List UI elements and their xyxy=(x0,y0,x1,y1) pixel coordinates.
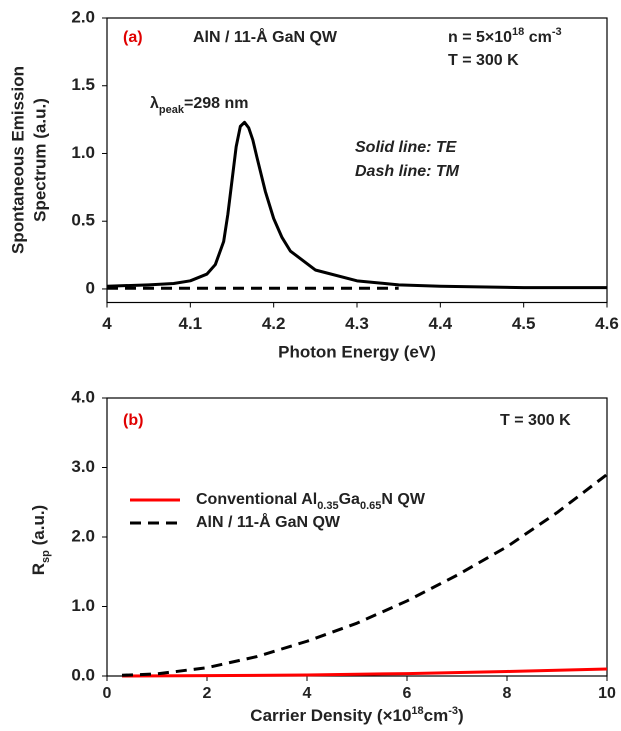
y-axis-label: Spontaneous Emission xyxy=(8,66,27,254)
subscript: 0.35 xyxy=(317,500,338,512)
text-part: cm xyxy=(424,706,449,725)
legend-label: AlN / 11-Å GaN QW xyxy=(196,512,341,531)
x-tick-label: 6 xyxy=(403,685,412,702)
x-tick-label: 2 xyxy=(203,685,212,702)
panel-label: (b) xyxy=(123,412,143,429)
panel-title: AlN / 11-Å GaN QW xyxy=(193,27,338,46)
superscript: -3 xyxy=(552,26,562,38)
text-part: n = 5×10 xyxy=(448,29,512,46)
plot-frame xyxy=(106,397,608,677)
y-tick-label: 2.0 xyxy=(71,7,95,26)
x-axis-label: Photon Energy (eV) xyxy=(278,342,436,361)
y-tick-label: 1.0 xyxy=(71,596,95,615)
te-note: Solid line: TE xyxy=(355,139,458,156)
temperature-annotation: T = 300 K xyxy=(448,52,519,69)
x-tick-label: 8 xyxy=(503,685,512,702)
legend-label: Conventional Al0.35Ga0.65N QW xyxy=(196,491,426,512)
text-part: (a.u.) xyxy=(29,505,48,550)
text-part: =298 nm xyxy=(184,95,248,112)
x-tick-label: 4.5 xyxy=(512,314,536,333)
superscript: -3 xyxy=(448,705,458,717)
x-tick-label: 0 xyxy=(103,685,112,702)
superscript: 18 xyxy=(411,705,423,717)
peak-annotation: λpeak=298 nm xyxy=(150,95,248,116)
y-tick-label: 4.0 xyxy=(71,387,95,406)
x-axis-label: Carrier Density (×1018cm-3) xyxy=(250,705,463,726)
data-line xyxy=(106,120,607,290)
text-part: λ xyxy=(150,95,159,112)
y-tick-label: 0 xyxy=(86,278,95,297)
tm-note: Dash line: TM xyxy=(355,163,460,180)
text-part: Carrier Density (×10 xyxy=(250,706,411,725)
temperature-annotation: T = 300 K xyxy=(500,412,571,429)
text-part: R xyxy=(29,563,48,575)
plot-frame xyxy=(106,17,608,304)
x-tick-label: 4.2 xyxy=(262,314,286,333)
subscript: sp xyxy=(40,550,52,563)
superscript: 18 xyxy=(512,26,524,38)
density-annotation: n = 5×1018 cm-3 xyxy=(448,26,562,46)
text-part: ) xyxy=(458,706,464,725)
text-part: Conventional Al xyxy=(196,491,317,508)
y-axis-label: Rsp (a.u.) xyxy=(29,505,51,575)
x-tick-label: 4.1 xyxy=(179,314,203,333)
text-part: N QW xyxy=(381,491,425,508)
x-tick-label: 4 xyxy=(102,314,112,333)
x-tick-label: 4.6 xyxy=(595,314,619,333)
y-tick-label: 1.0 xyxy=(71,143,95,162)
data-line xyxy=(121,667,608,678)
data-line xyxy=(121,473,608,677)
y-tick-label: 0.5 xyxy=(71,211,95,230)
x-tick-label: 4 xyxy=(303,685,312,702)
panel-label: (a) xyxy=(123,29,143,46)
text-part: Ga xyxy=(339,491,360,508)
y-tick-label: 2.0 xyxy=(71,526,95,545)
y-tick-label: 3.0 xyxy=(71,457,95,476)
y-axis-label: Spectrum (a.u.) xyxy=(30,98,49,222)
y-tick-label: 0.0 xyxy=(71,665,95,684)
text-part: cm xyxy=(524,29,552,46)
x-tick-label: 10 xyxy=(598,685,616,702)
subscript: 0.65 xyxy=(360,500,381,512)
y-tick-label: 1.5 xyxy=(71,75,95,94)
x-tick-label: 4.4 xyxy=(429,314,453,333)
x-tick-label: 4.3 xyxy=(345,314,369,333)
subscript: peak xyxy=(159,104,185,116)
